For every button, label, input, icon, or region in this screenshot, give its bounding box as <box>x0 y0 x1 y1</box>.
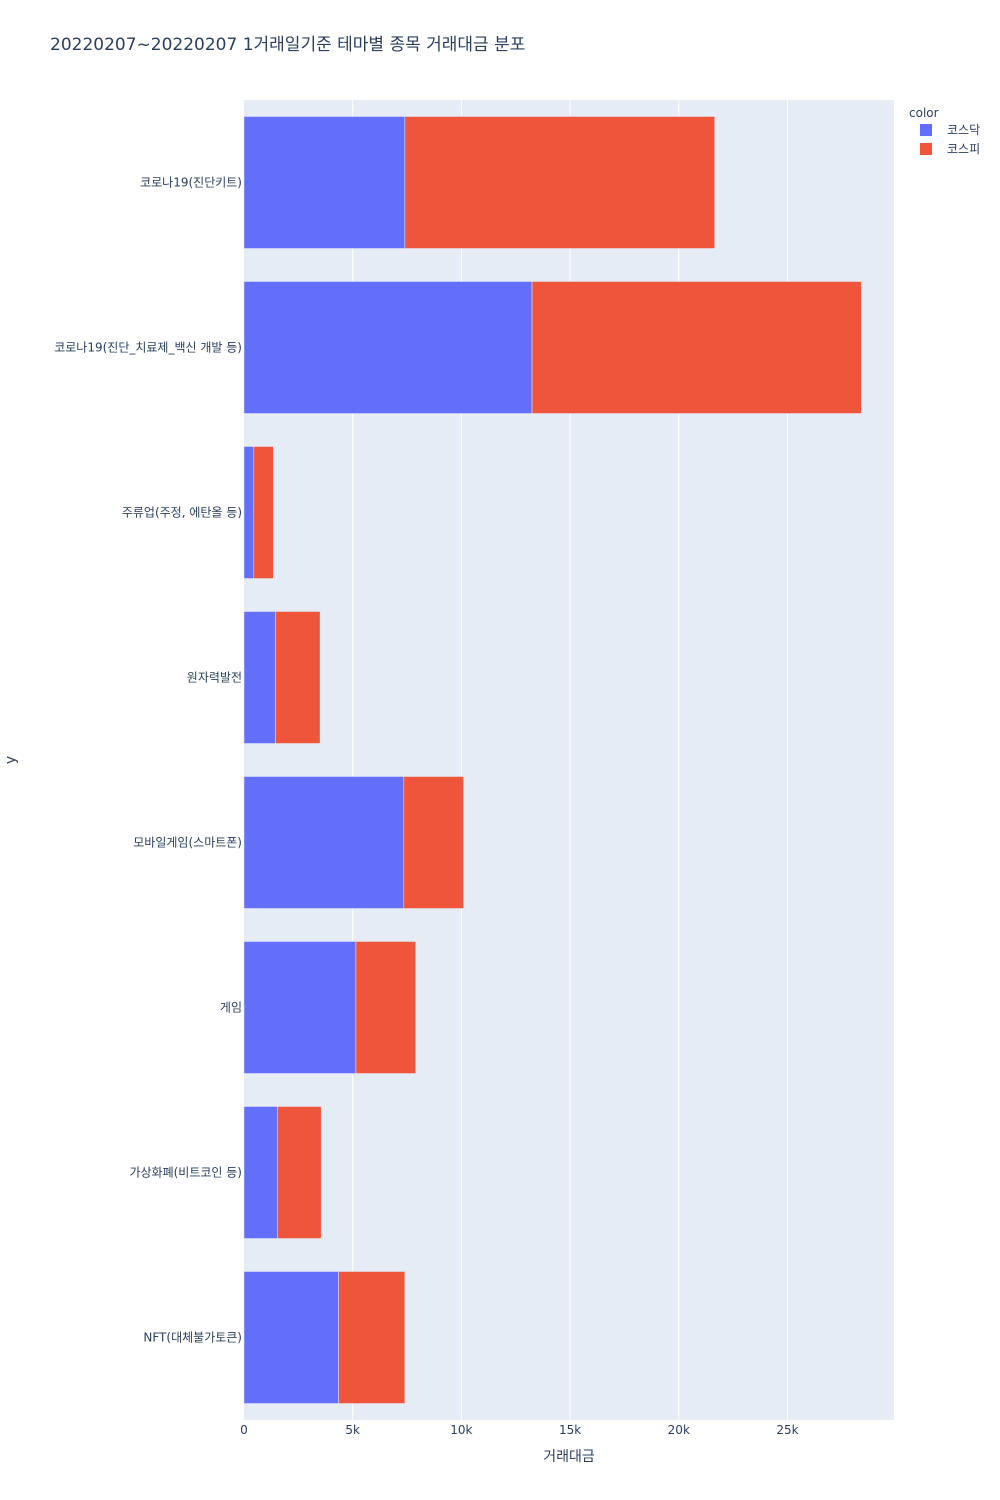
y-tick-label: 모바일게임(스마트폰) <box>133 836 242 850</box>
x-tick-labels: 0 5k 10k 15k 20k 25k <box>240 1423 798 1437</box>
y-tick-label: 게임 <box>220 1001 242 1015</box>
chart-title: 20220207~20220207 1거래일기준 테마별 종목 거래대금 분포 <box>50 35 525 55</box>
legend-swatch[interactable] <box>920 143 932 155</box>
bar[interactable] <box>243 446 255 579</box>
bar[interactable] <box>275 611 321 744</box>
legend-label[interactable]: 코스피 <box>947 142 980 156</box>
legend-label[interactable]: 코스닥 <box>947 123 980 137</box>
x-tick-label: 10k <box>450 1423 472 1437</box>
x-tick-label: 0 <box>240 1423 248 1437</box>
bar[interactable] <box>243 116 406 249</box>
bar[interactable] <box>243 1106 278 1239</box>
bar[interactable] <box>277 1106 322 1239</box>
y-tick-label: 가상화폐(비트코인 등) <box>129 1166 242 1180</box>
bar[interactable] <box>243 776 405 909</box>
x-tick-label: 20k <box>668 1423 690 1437</box>
x-tick-label: 15k <box>559 1423 581 1437</box>
bar[interactable] <box>243 941 357 1074</box>
bar[interactable] <box>355 941 416 1074</box>
y-tick-label: NFT(대체불가토큰) <box>143 1331 242 1345</box>
y-tick-label: 주류업(주정, 에탄올 등) <box>122 506 242 520</box>
y-axis-label: y <box>3 756 19 764</box>
bars <box>243 116 862 1404</box>
x-tick-label: 5k <box>345 1423 360 1437</box>
bar[interactable] <box>404 116 715 249</box>
x-tick-label: 25k <box>776 1423 798 1437</box>
bar[interactable] <box>338 1271 406 1404</box>
x-axis-label: 거래대금 <box>543 1449 595 1465</box>
y-tick-labels: 코로나19(진단키트) 코로나19(진단_치료제_백신 개발 등) 주류업(주정, … <box>54 176 242 1345</box>
y-tick-label: 코로나19(진단_치료제_백신 개발 등) <box>54 341 242 355</box>
y-tick-label: 원자력발전 <box>187 671 242 685</box>
bar[interactable] <box>531 281 862 414</box>
bar[interactable] <box>253 446 274 579</box>
legend-title: color <box>909 106 939 120</box>
bar[interactable] <box>243 1271 339 1404</box>
y-tick-label: 코로나19(진단키트) <box>140 176 242 190</box>
bar[interactable] <box>243 611 276 744</box>
bar[interactable] <box>243 281 533 414</box>
legend-swatch[interactable] <box>920 124 932 136</box>
bar[interactable] <box>403 776 464 909</box>
